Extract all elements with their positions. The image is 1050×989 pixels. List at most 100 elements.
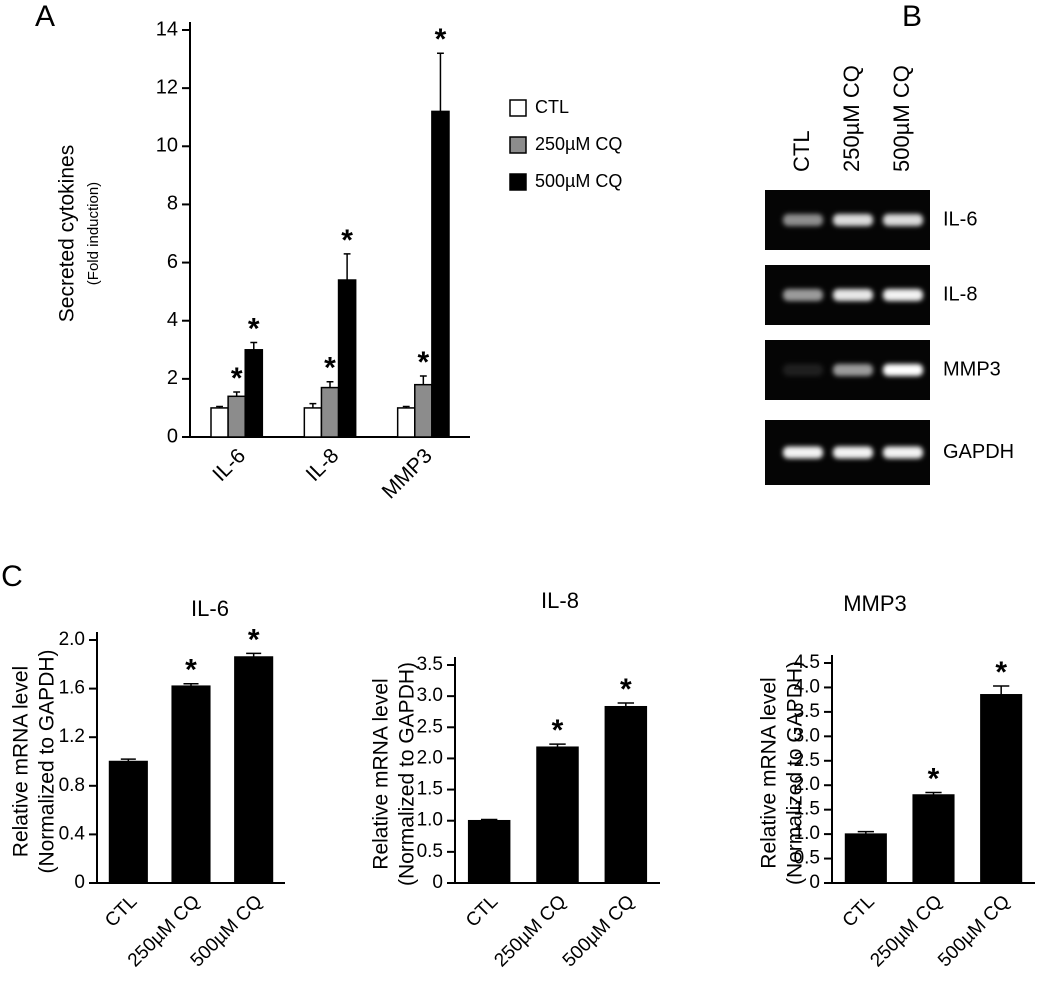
legend-label: CTL — [535, 97, 569, 117]
error-bar — [925, 791, 942, 795]
bar — [912, 794, 955, 884]
error-bar — [246, 652, 262, 658]
bar — [234, 656, 274, 884]
y-tick-label: 0.8 — [59, 775, 85, 796]
y-axis-label: Relative mRNA level — [370, 678, 393, 869]
error-bar — [120, 758, 136, 762]
y-tick-label: 12 — [156, 76, 178, 98]
y-axis-sublabel: (Normalized to GAPDH) — [36, 649, 59, 873]
bar — [171, 685, 211, 884]
bar — [536, 746, 579, 884]
y-tick-label: 3.5 — [417, 654, 443, 675]
legend-label: 250µM CQ — [535, 134, 622, 154]
bar — [431, 110, 450, 438]
significance-marker: * — [435, 23, 447, 56]
significance-marker: * — [552, 714, 564, 747]
y-tick-label: 2 — [167, 367, 178, 389]
error-bar — [402, 405, 410, 408]
error-bar — [857, 830, 874, 835]
significance-marker: * — [341, 224, 353, 257]
error-bar — [326, 381, 334, 388]
y-axis-sublabel: (Fold induction) — [85, 182, 102, 285]
panel-label: C — [1, 560, 23, 593]
significance-marker: * — [185, 654, 197, 687]
error-bar — [549, 743, 566, 748]
error-bar — [183, 682, 199, 687]
y-tick-label: 2.0 — [417, 747, 443, 768]
y-tick-label: 4.5 — [794, 652, 820, 673]
gel-band — [833, 446, 873, 459]
y-tick-label: 0.5 — [794, 848, 820, 869]
bar — [396, 407, 416, 438]
gel-band — [783, 446, 823, 459]
legend-swatch — [509, 173, 527, 191]
gel-row-label: MMP3 — [943, 358, 1001, 380]
x-tick-label: CTL — [839, 891, 879, 931]
gel-band — [883, 364, 923, 376]
y-tick-label: 0 — [809, 872, 820, 893]
error-bar — [309, 402, 317, 408]
chart-title: MMP3 — [843, 591, 907, 616]
error-bar — [437, 52, 444, 112]
y-tick-label: 2.0 — [794, 774, 820, 795]
error-bar — [993, 685, 1010, 695]
bar — [320, 386, 340, 438]
panel-label: B — [902, 0, 922, 33]
y-tick-label: 6 — [167, 251, 178, 273]
bar — [467, 819, 511, 884]
lane-label: 250µM CQ — [839, 65, 864, 172]
y-axis-label: Relative mRNA level — [758, 677, 781, 868]
error-bar — [617, 702, 635, 707]
chart-title: IL-8 — [541, 588, 579, 613]
gel-band — [883, 289, 923, 301]
gel-band — [783, 214, 823, 226]
x-tick-label: 500µM CQ — [559, 891, 639, 971]
bar — [604, 705, 648, 884]
x-tick-label: CTL — [462, 891, 502, 931]
bar — [210, 407, 229, 438]
gel-band — [833, 289, 873, 301]
x-tick-label: 500µM CQ — [934, 891, 1014, 971]
x-tick-label: IL-8 — [302, 444, 344, 486]
gel-band — [883, 446, 923, 459]
bar — [337, 279, 357, 438]
y-axis-sublabel: (Normalized to GAPDH) — [784, 661, 807, 885]
error-bar — [250, 341, 258, 350]
y-tick-label: 0.4 — [59, 823, 86, 844]
x-tick-label: IL-6 — [208, 444, 250, 486]
panel-label: A — [35, 0, 55, 33]
gel-row-label: GAPDH — [943, 441, 1014, 463]
error-bar — [480, 818, 498, 821]
y-tick-label: 4 — [167, 309, 178, 331]
legend-label: 500µM CQ — [535, 171, 622, 191]
y-tick-label: 4.0 — [794, 676, 820, 697]
y-tick-label: 0 — [432, 872, 443, 893]
significance-marker: * — [324, 352, 336, 385]
y-tick-label: 14 — [156, 18, 178, 40]
bar — [980, 694, 1023, 884]
x-tick-label: 250µM CQ — [490, 891, 570, 971]
bar — [108, 760, 148, 884]
y-tick-label: 3.0 — [794, 725, 820, 746]
y-tick-label: 0 — [167, 425, 178, 447]
gel-row-label: IL-8 — [943, 283, 977, 305]
significance-marker: * — [928, 762, 940, 795]
y-tick-label: 2.5 — [794, 750, 820, 771]
y-tick-label: 1.0 — [794, 823, 820, 844]
gel-row-label: IL-6 — [943, 208, 977, 230]
significance-marker: * — [231, 362, 243, 395]
y-tick-label: 1.2 — [59, 726, 85, 747]
gel-band — [783, 289, 823, 301]
significance-marker: * — [248, 623, 260, 656]
bar — [227, 395, 246, 438]
lane-label: 500µM CQ — [889, 65, 914, 172]
error-bar — [343, 253, 351, 281]
x-tick-label: 250µM CQ — [866, 891, 946, 971]
lane-label: CTL — [789, 130, 814, 172]
y-tick-label: 3.0 — [417, 685, 443, 706]
x-tick-label: MMP3 — [378, 444, 437, 503]
y-tick-label: 1.0 — [417, 810, 443, 831]
x-tick-label: CTL — [101, 891, 141, 931]
y-tick-label: 8 — [167, 193, 178, 215]
error-bar — [419, 375, 427, 385]
